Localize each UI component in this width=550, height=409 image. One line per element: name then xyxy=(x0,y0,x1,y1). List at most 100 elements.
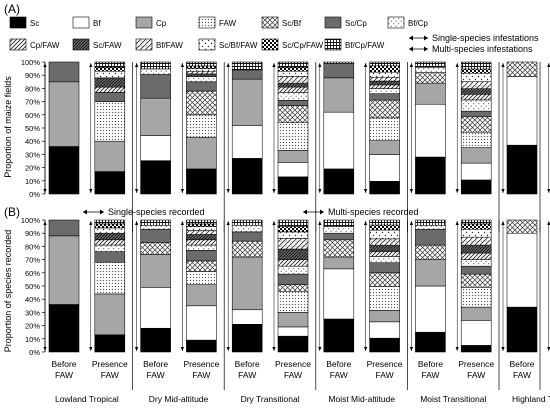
bar-segment-sc xyxy=(460,179,492,195)
bar-segment-sc-cp xyxy=(48,61,80,83)
bar-segment-sc-cp-faw xyxy=(369,224,400,231)
bar-segment-cp xyxy=(186,136,217,170)
bar-segment-cp xyxy=(48,81,80,147)
bar-segment-sc-faw xyxy=(186,73,217,77)
bar-segment-cp xyxy=(460,306,492,321)
bar-segment-sc xyxy=(369,181,400,195)
bar-segment-bf xyxy=(231,125,263,159)
y-tick-label: 100% xyxy=(21,58,41,67)
bar-segment-sc-cp xyxy=(140,228,171,243)
legend-label: Sc/FAW xyxy=(93,41,122,50)
y-tick-label: 0% xyxy=(29,190,40,199)
bar-segment-sc xyxy=(460,345,492,353)
bar-segment-bf-cp xyxy=(277,92,309,101)
bar-segment-sc-cp xyxy=(369,93,400,101)
bar-segment-bf xyxy=(231,309,263,325)
bar-segment-sc-cp-faw xyxy=(460,223,492,230)
bar-segment-sc-bf-faw xyxy=(369,71,400,78)
bar-segment-cp xyxy=(231,256,263,311)
bar-segment-sc-cp-faw xyxy=(369,65,400,73)
bar-segment-sc xyxy=(415,156,446,195)
bar-segment-cp xyxy=(460,147,492,164)
bar-segment-cp xyxy=(415,259,446,287)
legend-label: Sc/Bf/FAW xyxy=(219,41,258,50)
bar-segment-bf-cp-faw xyxy=(460,61,492,70)
bar-segment-cp-faw xyxy=(277,259,309,267)
bar-segment-bf xyxy=(140,135,171,161)
bar-segment-cp-faw xyxy=(460,252,492,260)
zone-label: Highland Tropical xyxy=(512,394,550,404)
x-tick-label: FAW xyxy=(330,370,348,380)
bar-segment-sc xyxy=(323,318,355,353)
bar-segment-bf-cp-faw xyxy=(415,61,446,68)
x-tick-label: Before xyxy=(235,359,260,369)
y-tick-label: 70% xyxy=(25,256,40,265)
y-tick-label: 60% xyxy=(25,269,40,278)
bar-segment-sc-bf xyxy=(140,242,171,255)
bar-segment-sc-cp xyxy=(231,69,263,80)
bar-segment-faw xyxy=(94,261,126,295)
bar-segment-bf-cp xyxy=(369,88,400,95)
bar-segment-cp xyxy=(277,312,309,328)
bar-segment-bf-faw xyxy=(369,238,400,246)
bar-segment-sc-bf xyxy=(277,105,309,123)
bar-segment-sc-bf-faw xyxy=(277,70,309,77)
bar-segment-bf-cp xyxy=(140,68,171,75)
y-tick-label: 20% xyxy=(25,322,40,331)
x-tick-label: Before xyxy=(509,359,534,369)
y-tick-label: 80% xyxy=(25,84,40,93)
bar-segment-sc-faw xyxy=(277,248,309,260)
multi-species-recorded-key: Multi-species recorded xyxy=(303,207,419,217)
bar-segment-sc-faw xyxy=(369,80,400,86)
bar-segment-bf-cp-faw xyxy=(460,219,492,225)
zone-labels: Lowland Tropical Dry Mid-altitude Dry Tran… xyxy=(55,394,550,404)
bar-segment-sc-cp-faw xyxy=(277,67,309,72)
bar-segment-sc xyxy=(48,146,80,195)
x-tick-label: Before xyxy=(326,359,351,369)
bar-segment-bf xyxy=(369,154,400,182)
single-species-recorded-key: Single-species recorded xyxy=(83,207,205,217)
x-tick-label: Before xyxy=(143,359,168,369)
x-tick-label: FAW xyxy=(55,370,73,380)
bar-segment-sc xyxy=(94,171,126,195)
bar-segment-bf-cp-faw xyxy=(94,61,126,68)
bar-segment-bf-cp-faw xyxy=(415,219,446,226)
legend-swatch xyxy=(9,38,27,51)
bar-segment-cp xyxy=(94,293,126,336)
single-species-note: Single-species infestations xyxy=(432,33,539,43)
bar-segment-cp-faw xyxy=(94,239,126,246)
y-tick-label: 90% xyxy=(25,229,40,238)
bar-segment-cp xyxy=(369,310,400,323)
bar-segment-bf-faw xyxy=(277,238,309,250)
legend-swatch xyxy=(72,16,90,29)
legend-label: Sc/Bf xyxy=(282,19,302,28)
bar-segment-bf-cp-faw xyxy=(231,219,263,226)
legend-label: Sc/Cp/FAW xyxy=(282,41,323,50)
bar-segment-bf-cp xyxy=(231,225,263,233)
bar-segment-bf-cp xyxy=(369,256,400,264)
x-tick-label: FAW xyxy=(238,370,256,380)
x-tick-label: Presence xyxy=(92,359,128,369)
bar-segment-cp xyxy=(323,256,355,270)
bar-segment-cp xyxy=(48,235,80,305)
x-tick-label: FAW xyxy=(376,370,394,380)
y-axis-title-a: Proportion of maize fields xyxy=(3,76,13,178)
y-tick-label: 20% xyxy=(25,164,40,173)
bar-segment-bf-cp xyxy=(323,226,355,234)
bar-segment-sc-cp xyxy=(140,74,171,99)
bar-segment-bf-cp-faw xyxy=(186,219,217,225)
bar-segment-sc-bf xyxy=(277,284,309,292)
y-tick-label: 90% xyxy=(25,71,40,80)
bar-segment-faw xyxy=(460,287,492,308)
legend-swatch xyxy=(324,38,342,51)
bar-segment-bf-cp-faw xyxy=(186,61,217,67)
bar-segment-sc-cp xyxy=(460,265,492,275)
zone-label: Moist Transitional xyxy=(420,394,486,404)
zone-label: Dry Transitional xyxy=(241,394,300,404)
bar-segment-bf xyxy=(460,162,492,181)
legend-swatch xyxy=(198,38,216,51)
bar-segment-sc-bf xyxy=(415,72,446,84)
bar-segment-sc-cp xyxy=(277,273,309,285)
bar-segment-sc xyxy=(231,324,263,353)
bar-segment-sc-bf xyxy=(369,99,400,119)
